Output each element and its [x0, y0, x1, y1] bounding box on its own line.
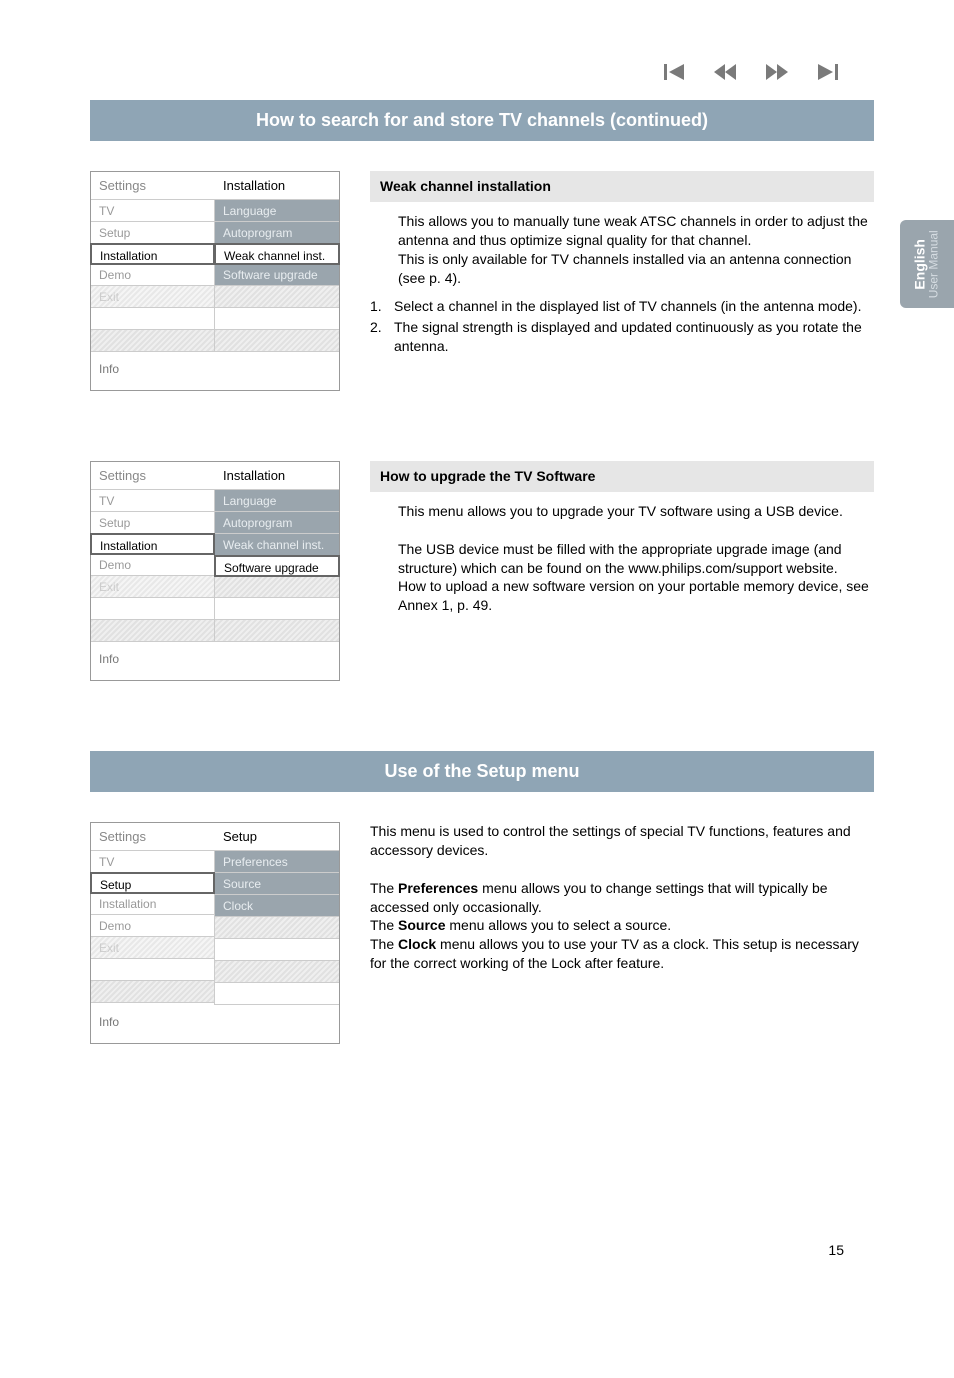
section2-body3: How to upload a new software version on … — [398, 577, 874, 615]
menu-item — [215, 330, 339, 352]
menu-info: Info — [91, 352, 339, 390]
section2-heading: How to upgrade the TV Software — [370, 461, 874, 492]
menu-box-1: Settings Installation TVSetupInstallatio… — [90, 171, 340, 391]
menu-item: Software upgrade — [215, 264, 339, 286]
list-item: 2.The signal strength is displayed and u… — [370, 318, 874, 356]
menu-item — [91, 620, 214, 642]
menu-item: Weak channel inst. — [215, 534, 339, 556]
skip-fwd-icon — [818, 64, 838, 80]
menu-item: Language — [215, 200, 339, 222]
language-tab: English User Manual — [900, 220, 954, 308]
menu-item: Clock — [215, 895, 339, 917]
menu-header-left: Settings — [91, 462, 215, 490]
menu-item — [215, 286, 339, 308]
menu-header-right: Installation — [215, 172, 339, 200]
menu-item: Software upgrade — [214, 555, 340, 577]
menu-item: Autoprogram — [215, 512, 339, 534]
rewind-icon — [714, 64, 736, 80]
menu-item: Installation — [90, 243, 215, 265]
menu-item — [91, 330, 214, 352]
section3-intro: This menu is used to control the setting… — [370, 822, 874, 860]
menu-item — [91, 308, 214, 330]
menu-header-left: Settings — [91, 823, 215, 851]
section1-heading: Weak channel installation — [370, 171, 874, 202]
menu-item: Installation — [90, 533, 215, 555]
menu-item — [215, 917, 339, 939]
menu-item — [215, 598, 339, 620]
menu-item: Exit — [91, 576, 214, 598]
menu-item — [215, 939, 339, 961]
menu-header-left: Settings — [91, 172, 215, 200]
menu-item: Source — [215, 873, 339, 895]
menu-header-right: Installation — [215, 462, 339, 490]
page-number: 15 — [828, 1242, 844, 1258]
menu-item — [215, 983, 339, 1005]
section3-para2: The Source menu allows you to select a s… — [370, 916, 874, 935]
play-icon — [766, 64, 788, 80]
menu-item — [91, 959, 214, 981]
section1-body2: This is only available for TV channels i… — [398, 250, 874, 288]
nav-icons — [664, 64, 838, 80]
menu-item: TV — [91, 200, 214, 222]
menu-item: Demo — [91, 554, 214, 576]
menu-box-2: Settings Installation TVSetupInstallatio… — [90, 461, 340, 681]
menu-item: Demo — [91, 915, 214, 937]
menu-header-right: Setup — [215, 823, 339, 851]
section3-para1: The Preferences menu allows you to chang… — [370, 879, 874, 917]
section2-body2: The USB device must be filled with the a… — [398, 540, 874, 578]
menu-item — [215, 576, 339, 598]
menu-item: Exit — [91, 286, 214, 308]
menu-box-3: Settings Setup TVSetupInstallationDemoEx… — [90, 822, 340, 1044]
menu-item — [215, 961, 339, 983]
menu-item — [91, 598, 214, 620]
menu-item: Exit — [91, 937, 214, 959]
menu-info: Info — [91, 642, 339, 680]
title-bar-1: How to search for and store TV channels … — [90, 100, 874, 141]
menu-item: TV — [91, 490, 214, 512]
menu-item: Weak channel inst. — [214, 243, 340, 265]
menu-item: Demo — [91, 264, 214, 286]
menu-item — [91, 981, 214, 1003]
menu-item: Setup — [91, 512, 214, 534]
menu-item: Installation — [91, 893, 214, 915]
section3-para3: The Clock menu allows you to use your TV… — [370, 935, 874, 973]
menu-info: Info — [91, 1005, 339, 1043]
section2-body1: This menu allows you to upgrade your TV … — [398, 502, 874, 521]
skip-back-icon — [664, 64, 684, 80]
menu-item — [215, 620, 339, 642]
section1-body1: This allows you to manually tune weak AT… — [398, 212, 874, 250]
title-bar-2: Use of the Setup menu — [90, 751, 874, 792]
menu-item — [215, 308, 339, 330]
menu-item: Language — [215, 490, 339, 512]
menu-item: TV — [91, 851, 214, 873]
menu-item: Autoprogram — [215, 222, 339, 244]
menu-item: Setup — [91, 222, 214, 244]
list-item: 1.Select a channel in the displayed list… — [370, 297, 874, 316]
menu-item: Setup — [90, 872, 215, 894]
menu-item: Preferences — [215, 851, 339, 873]
